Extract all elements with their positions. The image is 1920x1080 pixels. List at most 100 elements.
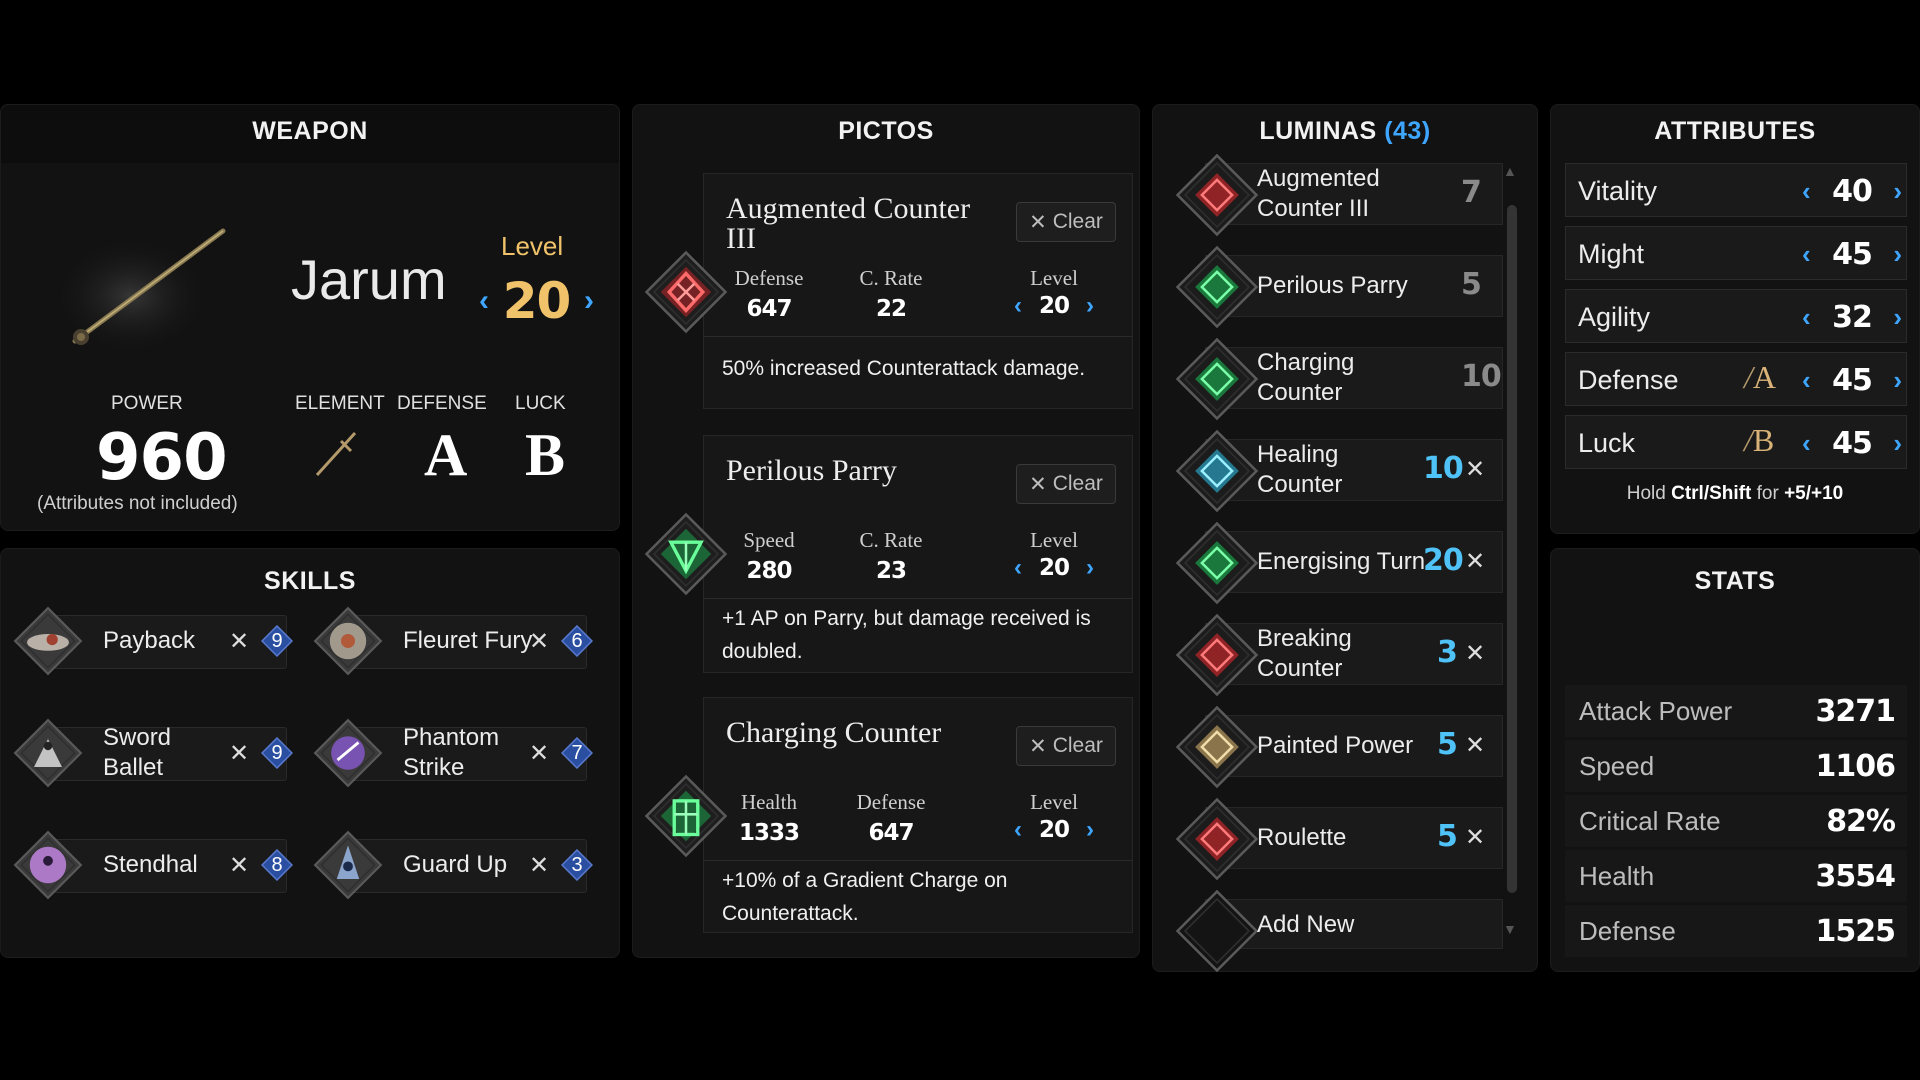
picto-level-decrease-icon[interactable]: ‹ (1014, 554, 1022, 581)
picto-stat1-value: 1333 (738, 820, 800, 846)
remove-lumina-icon[interactable]: ✕ (1465, 456, 1486, 483)
picto-level-increase-icon[interactable]: › (1085, 816, 1094, 843)
skill-slot[interactable]: Payback ✕ 9 (7, 606, 297, 676)
level-decrease-icon[interactable]: ‹ (479, 284, 489, 317)
attribute-row: Vitality ‹ 40 › (1565, 163, 1907, 217)
scroll-down-icon[interactable]: ▼ (1503, 921, 1517, 937)
skill-slot[interactable]: Phantom Strike ✕ 7 (307, 718, 597, 788)
remove-lumina-icon[interactable]: ✕ (1465, 732, 1486, 759)
attribute-row: Might ‹ 45 › (1565, 226, 1907, 280)
picto-clear-button[interactable]: ✕ Clear (1016, 202, 1116, 242)
stat-name: Speed (1579, 750, 1655, 781)
skill-slot-bar (347, 727, 587, 781)
lumina-item[interactable]: Charging Counter 10 (1175, 337, 1503, 421)
picto-level-increase-icon[interactable]: › (1085, 554, 1094, 581)
attribute-increase-icon[interactable]: › (1893, 364, 1902, 395)
remove-lumina-icon[interactable]: ✕ (1465, 548, 1486, 575)
remove-skill-icon[interactable]: ✕ (229, 852, 250, 879)
clear-icon: ✕ (1029, 210, 1047, 234)
lumina-item[interactable]: Energising Turn 20 ✕ (1175, 521, 1503, 605)
picto-card: Charging Counter ✕ Clear Health 1333 Defense 6… (644, 697, 1133, 933)
lumina-item[interactable]: Roulette 5 ✕ (1175, 797, 1503, 881)
power-note: (Attributes not included) (37, 493, 238, 514)
attribute-decrease-icon[interactable]: ‹ (1802, 301, 1811, 332)
picto-stat2-label: C. Rate (859, 266, 923, 290)
attribute-increase-icon[interactable]: › (1893, 175, 1902, 206)
attribute-name: Defense (1578, 364, 1679, 395)
skill-slot[interactable]: Guard Up ✕ 3 (307, 830, 597, 900)
level-increase-icon[interactable]: › (584, 284, 594, 317)
remove-skill-icon[interactable]: ✕ (229, 740, 250, 767)
lumina-item[interactable]: Healing Counter 10 ✕ (1175, 429, 1503, 513)
physical-element-icon (315, 431, 357, 477)
picto-clear-button[interactable]: ✕ Clear (1016, 464, 1116, 504)
remove-lumina-icon[interactable]: ✕ (1465, 824, 1486, 851)
picto-level-control: ‹ 20 › (1014, 554, 1094, 582)
stats-panel: STATS Attack Power 3271 Speed 1106 Critical … (1550, 548, 1920, 972)
remove-skill-icon[interactable]: ✕ (229, 628, 250, 655)
picto-card: Perilous Parry ✕ Clear Speed 280 C. Rate 23 Lev… (644, 435, 1133, 673)
power-value: 960 (96, 421, 228, 495)
luck-label: LUCK (515, 393, 566, 414)
attribute-control: ‹ 32 › (1802, 290, 1902, 344)
scroll-up-icon[interactable]: ▲ (1503, 163, 1517, 179)
picto-level-decrease-icon[interactable]: ‹ (1014, 292, 1022, 319)
stat-row: Health 3554 (1565, 850, 1907, 902)
attribute-decrease-icon[interactable]: ‹ (1802, 238, 1811, 269)
picto-name: Perilous Parry (726, 454, 897, 487)
lumina-name: Healing Counter (1257, 441, 1343, 498)
stat-row: Defense 1525 (1565, 905, 1907, 957)
attribute-scaling-grade: /B (1744, 422, 1774, 459)
picto-level-label: Level (1030, 528, 1078, 552)
lumina-emblem-icon (1175, 705, 1259, 789)
attribute-decrease-icon[interactable]: ‹ (1802, 175, 1811, 206)
skill-slot[interactable]: Fleuret Fury ✕ 6 (307, 606, 597, 676)
phantom-strike-skill-icon (313, 718, 383, 788)
lumina-emblem-icon (1175, 521, 1259, 605)
picto-stat2-label: Defense (856, 790, 926, 814)
add-new-bar (1205, 899, 1503, 949)
picto-stat2-value: 23 (875, 558, 907, 584)
lumina-cost: 3 (1437, 635, 1458, 670)
guard-up-skill-icon (313, 830, 383, 900)
lumina-item[interactable]: Perilous Parry 5 (1175, 245, 1503, 329)
attribute-decrease-icon[interactable]: ‹ (1802, 427, 1811, 458)
picto-level-control: ‹ 20 › (1014, 816, 1094, 844)
empty-lumina-slot-icon (1175, 889, 1259, 973)
skill-slot[interactable]: Stendhal ✕ 8 (7, 830, 297, 900)
remove-skill-icon[interactable]: ✕ (529, 852, 550, 879)
lumina-name: Charging Counter (1257, 349, 1355, 406)
stats-title: STATS (1694, 567, 1776, 595)
picto-level-decrease-icon[interactable]: ‹ (1014, 816, 1022, 843)
remove-skill-icon[interactable]: ✕ (529, 740, 550, 767)
skill-ap-cost-badge: 3 (560, 848, 594, 882)
picto-stat1-label: Health (741, 790, 797, 814)
attribute-increase-icon[interactable]: › (1893, 238, 1902, 269)
picto-level-control: ‹ 20 › (1014, 292, 1094, 320)
element-label: ELEMENT (295, 393, 385, 414)
attribute-increase-icon[interactable]: › (1893, 301, 1902, 332)
attribute-name: Vitality (1578, 175, 1658, 206)
picto-level-label: Level (1030, 790, 1078, 814)
hint-prefix: Hold (1626, 483, 1666, 504)
lumina-item[interactable]: Painted Power 5 ✕ (1175, 705, 1503, 789)
skill-ap-cost-badge: 9 (260, 736, 294, 770)
remove-lumina-icon[interactable]: ✕ (1465, 640, 1486, 667)
remove-skill-icon[interactable]: ✕ (529, 628, 550, 655)
attribute-control: ‹ 40 › (1802, 164, 1902, 218)
picto-clear-button[interactable]: ✕ Clear (1016, 726, 1116, 766)
luminas-scroll-thumb[interactable] (1507, 205, 1517, 893)
attribute-row: Agility ‹ 32 › (1565, 289, 1907, 343)
stat-value: 1106 (1815, 748, 1896, 784)
attribute-decrease-icon[interactable]: ‹ (1802, 364, 1811, 395)
attribute-increase-icon[interactable]: › (1893, 427, 1902, 458)
lumina-item[interactable]: Breaking Counter 3 ✕ (1175, 613, 1503, 697)
skill-slot[interactable]: Sword Ballet ✕ 9 (7, 718, 297, 788)
skills-panel: SKILLS Payback ✕ 9 Fleuret Fury ✕ 6 Sword Ba… (0, 548, 620, 958)
picto-description: +10% of a Gradient Charge on Counteratta… (722, 869, 1008, 925)
scaling-slash-icon: / (1744, 359, 1753, 395)
lumina-emblem-icon (1175, 337, 1259, 421)
picto-level-increase-icon[interactable]: › (1085, 292, 1094, 319)
lumina-item[interactable]: Augmented Counter III 7 (1175, 153, 1503, 237)
add-new-lumina-button[interactable]: Add New (1175, 889, 1503, 973)
